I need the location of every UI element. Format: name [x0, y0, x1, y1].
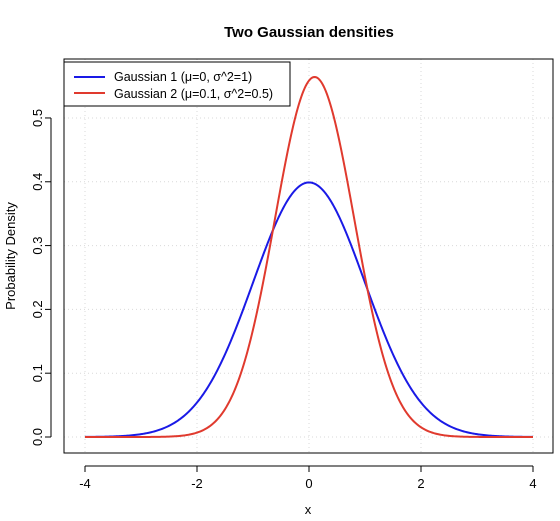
y-tick-label: 0.3	[30, 237, 45, 255]
y-axis: 0.0 0.1 0.2 0.3 0.4 0.5	[30, 109, 52, 446]
y-tick-label: 0.4	[30, 173, 45, 191]
y-tick-label: 0.5	[30, 109, 45, 127]
x-tick-label: -2	[191, 476, 203, 491]
y-axis-label: Probability Density	[3, 202, 18, 310]
chart-title: Two Gaussian densities	[224, 24, 394, 41]
x-axis: -4 -2 0 2 4	[79, 465, 537, 491]
grid-lines	[64, 59, 553, 453]
y-tick-label: 0.0	[30, 428, 45, 446]
series-layer	[85, 76, 533, 438]
plot-frame	[63, 58, 554, 454]
legend-box	[63, 61, 291, 107]
series-line-gaussian-1	[85, 181, 533, 438]
legend-label-gaussian-2: Gaussian 2 (μ=0.1, σ^2=0.5)	[114, 87, 273, 101]
x-tick-label: 2	[417, 476, 424, 491]
x-tick-label: 4	[529, 476, 536, 491]
legend: Gaussian 1 (μ=0, σ^2=1) Gaussian 2 (μ=0.…	[63, 61, 291, 107]
y-tick-label: 0.1	[30, 364, 45, 382]
x-axis-label: x	[305, 502, 312, 517]
series-line-gaussian-2	[85, 76, 533, 438]
y-tick-label: 0.2	[30, 300, 45, 318]
x-tick-label: -4	[79, 476, 91, 491]
x-tick-label: 0	[305, 476, 312, 491]
legend-label-gaussian-1: Gaussian 1 (μ=0, σ^2=1)	[114, 70, 252, 84]
